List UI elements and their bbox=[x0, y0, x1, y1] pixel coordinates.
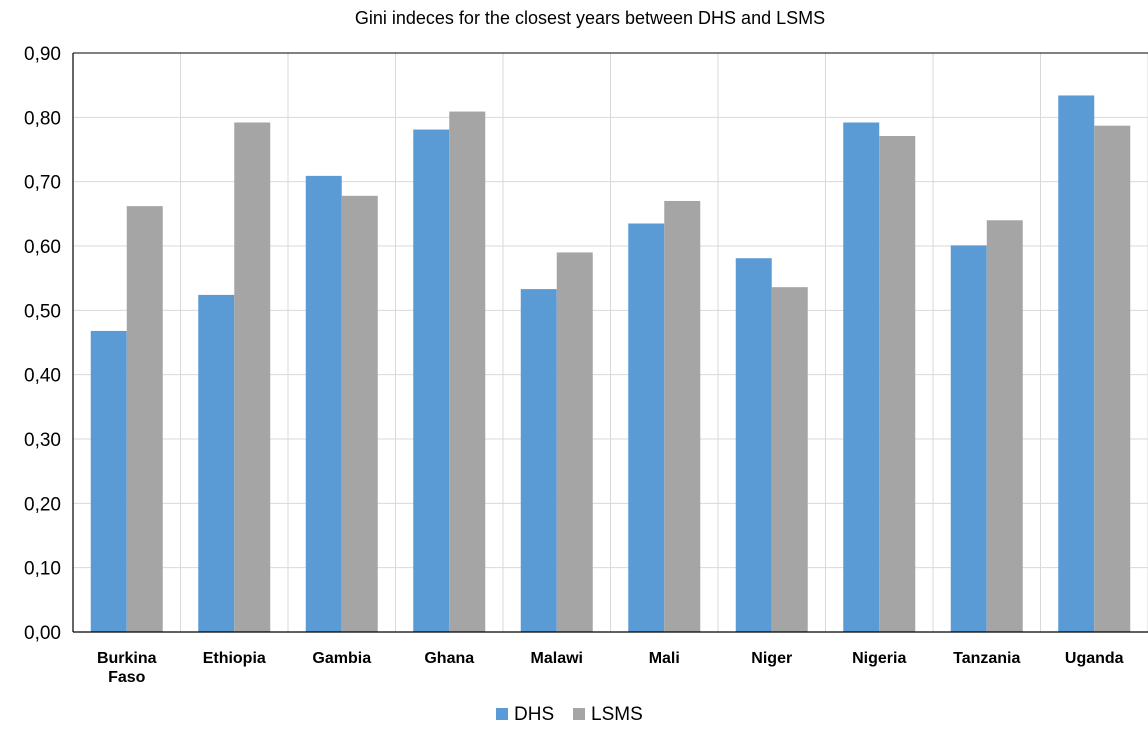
legend: DHS LSMS bbox=[496, 704, 643, 725]
bar-lsms-niger bbox=[771, 287, 808, 632]
bar-dhs-nigeria bbox=[843, 122, 880, 632]
bar-lsms-ghana bbox=[449, 111, 486, 632]
bar-dhs-ethiopia bbox=[198, 294, 235, 632]
bar-dhs-mali bbox=[628, 223, 665, 632]
bar-dhs-malawi bbox=[520, 289, 557, 632]
y-tick-label: 0,10 bbox=[24, 559, 61, 580]
chart-title: Gini indeces for the closest years betwe… bbox=[355, 8, 825, 28]
y-tick-label: 0,60 bbox=[24, 237, 61, 258]
bar-lsms-ethiopia bbox=[234, 122, 271, 632]
bar-lsms-tanzania bbox=[986, 220, 1023, 632]
bar-lsms-mali bbox=[664, 200, 701, 632]
y-tick-label: 0,20 bbox=[24, 494, 61, 515]
x-tick-label: Tanzania bbox=[953, 650, 1020, 667]
bar-dhs-burkina-faso bbox=[90, 330, 127, 632]
legend-swatch-dhs bbox=[496, 708, 508, 720]
x-tick-label: Gambia bbox=[312, 650, 371, 667]
y-tick-label: 0,70 bbox=[24, 173, 61, 194]
axes: 0,00 0,10 0,20 0,30 0,40 0,50 0,60 0,70 0,80 0,90… bbox=[24, 44, 1148, 686]
y-tick-label: 0,40 bbox=[24, 366, 61, 387]
y-tick-label: 0,00 bbox=[24, 623, 61, 644]
y-tick-label: 0,80 bbox=[24, 108, 61, 129]
y-tick-label: 0,30 bbox=[24, 430, 61, 451]
legend-label-dhs: DHS bbox=[514, 704, 554, 725]
bar-lsms-burkina-faso bbox=[126, 206, 163, 632]
y-tick-label: 0,90 bbox=[24, 44, 61, 65]
bar-dhs-gambia bbox=[305, 175, 342, 633]
x-tick-label: Faso bbox=[108, 669, 146, 686]
legend-label-lsms: LSMS bbox=[591, 704, 643, 725]
x-tick-label: Ethiopia bbox=[203, 650, 266, 667]
bar-lsms-malawi bbox=[556, 252, 593, 632]
legend-swatch-lsms bbox=[573, 708, 585, 720]
bar-lsms-uganda bbox=[1094, 125, 1131, 633]
y-tick-label: 0,50 bbox=[24, 301, 61, 322]
bar-dhs-tanzania bbox=[950, 245, 987, 632]
x-tick-label: Niger bbox=[751, 650, 792, 667]
x-tick-label: Nigeria bbox=[852, 650, 906, 667]
bar-lsms-gambia bbox=[341, 195, 378, 632]
bar-dhs-ghana bbox=[413, 129, 450, 632]
x-tick-label: Uganda bbox=[1065, 650, 1124, 667]
bar-dhs-uganda bbox=[1058, 95, 1095, 632]
x-tick-label: Burkina bbox=[97, 650, 157, 667]
x-tick-label: Malawi bbox=[531, 650, 583, 667]
bar-lsms-nigeria bbox=[879, 135, 916, 633]
bars bbox=[90, 95, 1131, 633]
x-tick-label: Ghana bbox=[424, 650, 474, 667]
x-tick-label: Mali bbox=[649, 650, 680, 667]
bar-dhs-niger bbox=[735, 258, 772, 632]
